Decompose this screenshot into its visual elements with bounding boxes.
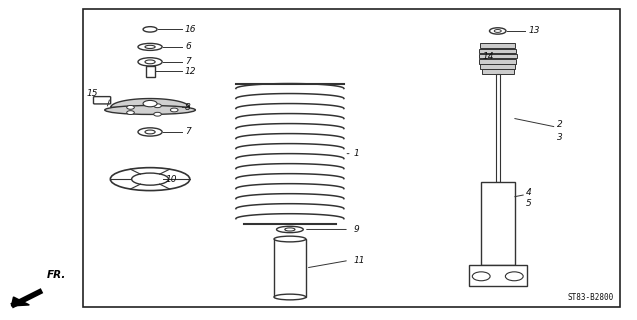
Text: 5: 5 <box>526 199 531 208</box>
Bar <box>274 239 306 297</box>
Text: FR.: FR. <box>47 270 66 280</box>
Text: 4: 4 <box>526 188 531 197</box>
Text: 7: 7 <box>185 127 190 136</box>
Text: 9: 9 <box>354 225 359 234</box>
Ellipse shape <box>274 294 306 300</box>
Ellipse shape <box>145 60 155 64</box>
Bar <box>480 44 515 48</box>
Bar <box>479 49 517 53</box>
Ellipse shape <box>489 28 506 34</box>
Ellipse shape <box>104 106 196 115</box>
Text: 7: 7 <box>185 57 190 66</box>
Text: 2: 2 <box>557 120 562 130</box>
Text: 10: 10 <box>166 175 178 184</box>
Polygon shape <box>11 297 29 306</box>
Text: 12: 12 <box>185 67 197 76</box>
Circle shape <box>154 112 161 116</box>
Ellipse shape <box>143 100 157 107</box>
Ellipse shape <box>145 45 155 49</box>
Text: 6: 6 <box>185 42 190 52</box>
Bar <box>496 74 499 182</box>
Circle shape <box>127 111 134 115</box>
Ellipse shape <box>132 173 169 185</box>
Ellipse shape <box>276 226 303 233</box>
Circle shape <box>505 272 523 281</box>
Bar <box>478 54 517 58</box>
Text: 15: 15 <box>87 89 98 98</box>
Circle shape <box>171 108 178 112</box>
Bar <box>83 9 620 307</box>
Bar <box>480 64 515 69</box>
Ellipse shape <box>145 130 155 134</box>
Ellipse shape <box>138 44 162 50</box>
Bar <box>482 69 513 74</box>
Text: 14: 14 <box>482 52 494 61</box>
Ellipse shape <box>143 27 157 32</box>
Bar <box>479 59 517 64</box>
Text: 11: 11 <box>354 256 365 265</box>
Text: 3: 3 <box>557 133 562 142</box>
Polygon shape <box>111 99 189 108</box>
Text: 16: 16 <box>185 25 197 34</box>
Bar <box>480 182 515 265</box>
Circle shape <box>154 104 161 108</box>
Text: 8: 8 <box>185 103 190 112</box>
Ellipse shape <box>274 236 306 242</box>
Text: 13: 13 <box>528 27 540 36</box>
Ellipse shape <box>285 228 295 231</box>
Ellipse shape <box>138 58 162 66</box>
Text: 1: 1 <box>354 149 359 158</box>
Bar <box>146 66 155 76</box>
Ellipse shape <box>110 168 190 191</box>
Circle shape <box>127 106 134 109</box>
Ellipse shape <box>494 29 501 32</box>
Ellipse shape <box>138 128 162 136</box>
Bar <box>468 265 527 286</box>
FancyBboxPatch shape <box>94 97 111 104</box>
Text: ST83-B2800: ST83-B2800 <box>568 293 614 302</box>
Circle shape <box>472 272 490 281</box>
